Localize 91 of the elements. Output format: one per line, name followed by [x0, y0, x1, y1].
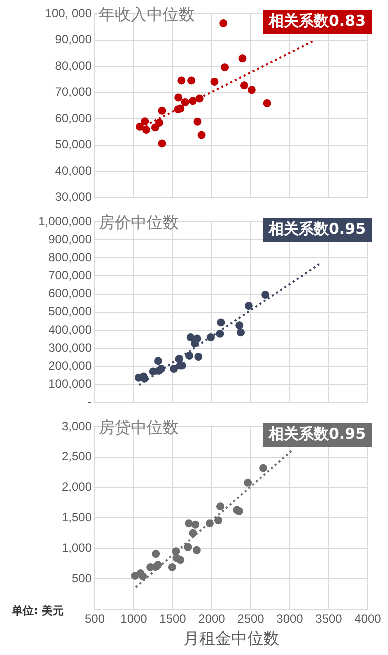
point: [188, 97, 197, 106]
point: [141, 118, 150, 126]
chart-title: 房价中位数: [99, 213, 179, 232]
point: [158, 140, 166, 148]
y-tick-label: 3,000: [62, 419, 92, 434]
y-tick-label: 2,000: [62, 480, 92, 494]
point: [220, 19, 228, 28]
point: [156, 118, 164, 127]
y-tick-label: 200,000: [48, 358, 92, 373]
point: [175, 355, 184, 364]
y-tick-label: 1,500: [62, 510, 92, 525]
x-tick-label: 2500: [238, 612, 265, 626]
point: [248, 86, 256, 94]
point: [238, 54, 247, 63]
y-tick-label: -: [88, 395, 92, 410]
point: [185, 520, 194, 528]
point: [188, 76, 196, 85]
point: [172, 548, 180, 556]
point: [236, 322, 244, 330]
y-tick-label: 80,000: [55, 58, 92, 73]
point: [186, 352, 194, 360]
point: [192, 546, 201, 554]
point: [206, 334, 215, 342]
y-tick-label: 100,000: [48, 377, 92, 392]
y-tick-label: 900,000: [48, 232, 92, 246]
point: [154, 357, 162, 366]
point: [139, 572, 148, 581]
y-tick-label: 600,000: [48, 286, 92, 301]
point: [237, 328, 246, 337]
x-tick-label: 3000: [276, 612, 304, 626]
y-tick-label: 1,000,000: [38, 214, 92, 228]
chart-title: 房贷中位数: [99, 418, 179, 438]
x-tick-label: 1500: [160, 612, 187, 626]
y-tick-label: 400,000: [48, 322, 92, 337]
point: [186, 334, 195, 342]
y-tick-label: 1,000: [62, 540, 92, 555]
y-tick-label: 100, 000: [45, 6, 92, 20]
point: [184, 543, 192, 552]
point: [217, 318, 226, 327]
point: [193, 334, 202, 343]
point: [194, 353, 203, 362]
y-tick-label: 800,000: [48, 250, 92, 264]
x-tick-label: 2000: [198, 612, 226, 626]
point: [216, 502, 224, 511]
point: [198, 131, 206, 140]
point: [216, 330, 224, 338]
chart-title: 年收入中位数: [99, 5, 195, 24]
point: [158, 106, 166, 115]
point: [192, 520, 200, 529]
point: [196, 94, 204, 103]
y-tick-label: 500,000: [48, 304, 92, 319]
y-tick-label: 500: [72, 571, 92, 586]
y-tick-label: 40,000: [55, 164, 92, 178]
y-tick-label: 2,500: [62, 450, 92, 464]
y-tick-label: 50,000: [55, 138, 92, 152]
y-tick-label: 90,000: [55, 32, 92, 47]
point: [206, 520, 214, 528]
x-tick-label: 4000: [354, 612, 382, 626]
y-tick-label: 700,000: [48, 268, 92, 283]
x-tick-label: 3500: [316, 612, 343, 626]
point: [152, 550, 160, 558]
point: [210, 78, 219, 86]
point: [174, 94, 183, 102]
point: [244, 302, 253, 310]
x-tick-label: 1000: [120, 612, 148, 626]
point: [214, 516, 222, 525]
y-tick-label: 30,000: [55, 190, 92, 204]
point: [194, 118, 202, 126]
point: [189, 529, 198, 538]
x-tick-label: 500: [84, 612, 106, 626]
annotation: 相关系数0.83: [268, 12, 366, 30]
point: [244, 478, 252, 487]
annotation: 相关系数0.95: [268, 220, 366, 238]
point: [260, 464, 268, 472]
point: [263, 100, 272, 108]
point: [262, 291, 270, 300]
point: [136, 122, 144, 131]
y-tick-label: 60,000: [55, 111, 92, 126]
text: 单位: 美元: [11, 604, 64, 618]
y-tick-label: 300,000: [48, 340, 92, 355]
point: [178, 76, 186, 85]
y-tick-label: 70,000: [55, 85, 92, 100]
annotation: 相关系数0.95: [268, 424, 366, 443]
point: [142, 126, 150, 134]
point: [221, 64, 230, 72]
point: [176, 556, 185, 564]
point: [181, 98, 190, 106]
point: [240, 82, 248, 90]
point: [170, 364, 178, 373]
x-axis-title: 月租金中位数: [184, 630, 280, 648]
point: [168, 563, 176, 572]
